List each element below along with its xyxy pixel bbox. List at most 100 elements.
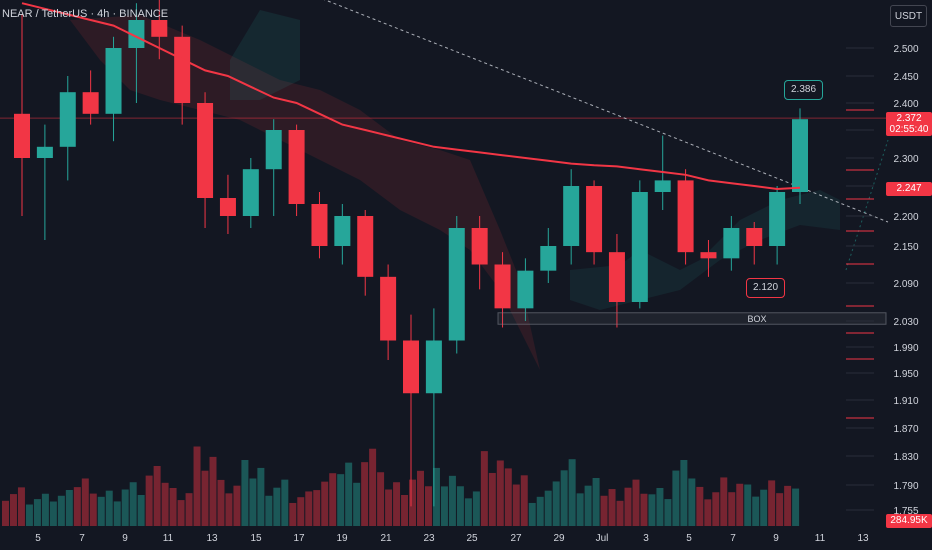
candle-body[interactable] bbox=[540, 246, 557, 271]
candle-body[interactable] bbox=[82, 92, 99, 114]
price-tick-label: 1.990 bbox=[893, 343, 918, 354]
volume-bar bbox=[153, 466, 161, 526]
candle-body[interactable] bbox=[242, 169, 259, 216]
candle-body[interactable] bbox=[700, 252, 717, 259]
volume-bar bbox=[648, 494, 656, 526]
price-tick-label: 2.200 bbox=[893, 212, 918, 223]
candle-body[interactable] bbox=[174, 36, 191, 103]
cloud-bullish bbox=[230, 10, 300, 100]
candle-body[interactable] bbox=[471, 228, 488, 265]
volume-bar bbox=[472, 491, 480, 526]
candle-body[interactable] bbox=[563, 186, 580, 246]
volume-bar bbox=[576, 493, 584, 526]
last-price-badge: 2.372 02:55:40 bbox=[886, 112, 932, 136]
volume-bar bbox=[736, 483, 744, 526]
volume-bar bbox=[560, 470, 568, 526]
volume-bar bbox=[752, 496, 760, 526]
volume-bar bbox=[25, 504, 33, 526]
candle-body[interactable] bbox=[59, 92, 76, 147]
volume-bar bbox=[656, 487, 664, 526]
volume-bar bbox=[401, 494, 409, 526]
volume-bar bbox=[432, 467, 440, 526]
candles[interactable] bbox=[14, 0, 808, 507]
candle-body[interactable] bbox=[608, 252, 625, 302]
volume-bar bbox=[161, 482, 169, 526]
candle-body[interactable] bbox=[288, 130, 305, 204]
price-tick-label: 2.150 bbox=[893, 242, 918, 253]
volume-bar bbox=[792, 488, 800, 526]
candle-body[interactable] bbox=[357, 216, 374, 277]
volume-bar bbox=[209, 456, 217, 526]
candle-body[interactable] bbox=[769, 192, 786, 246]
candle-body[interactable] bbox=[197, 103, 214, 198]
box-rectangle[interactable] bbox=[497, 312, 887, 325]
ma-line[interactable] bbox=[21, 2, 801, 191]
price-tick-label: 1.950 bbox=[893, 369, 918, 380]
price-tick-label: 2.090 bbox=[893, 279, 918, 290]
volume-bar bbox=[2, 500, 9, 526]
volume-bar bbox=[417, 470, 424, 526]
volume-bar bbox=[313, 490, 321, 526]
volume-bar bbox=[664, 499, 672, 526]
candle-body[interactable] bbox=[517, 270, 534, 309]
time-tick-label: 9 bbox=[773, 533, 779, 544]
candle-body[interactable] bbox=[631, 192, 648, 302]
currency-badge[interactable]: USDT bbox=[890, 5, 927, 27]
volume-bar bbox=[121, 489, 129, 526]
time-tick-label: 7 bbox=[79, 533, 85, 544]
price-tick-label: 2.450 bbox=[893, 72, 918, 83]
candle-body[interactable] bbox=[128, 20, 145, 48]
symbol-title[interactable]: NEAR / TetherUS · 4h · BINANCE bbox=[2, 8, 169, 20]
candle-body[interactable] bbox=[586, 186, 603, 253]
candle-body[interactable] bbox=[425, 340, 442, 394]
low-price-callout[interactable]: 2.120 bbox=[746, 278, 786, 298]
candle-body[interactable] bbox=[265, 130, 282, 170]
volume-bar bbox=[504, 468, 512, 526]
candle-body[interactable] bbox=[448, 228, 465, 341]
candle-body[interactable] bbox=[403, 340, 419, 394]
volume-bar bbox=[568, 459, 576, 526]
volume-bar bbox=[225, 493, 233, 526]
candle-body[interactable] bbox=[151, 20, 168, 37]
volume-bar bbox=[448, 475, 456, 526]
volume-bar bbox=[456, 486, 464, 526]
volume-bar bbox=[584, 485, 592, 526]
volume-bar bbox=[345, 462, 353, 526]
volume-bar bbox=[704, 499, 712, 526]
volume-bar bbox=[624, 487, 632, 526]
volume-bar bbox=[592, 478, 600, 526]
volume-bar bbox=[728, 492, 736, 526]
candle-body[interactable] bbox=[14, 113, 30, 158]
candle-body[interactable] bbox=[792, 119, 808, 192]
candle-body[interactable] bbox=[654, 180, 671, 192]
candle-body[interactable] bbox=[723, 228, 740, 259]
box-zone: BOX bbox=[497, 312, 887, 325]
volume-bar bbox=[528, 502, 536, 526]
candle-body[interactable] bbox=[746, 228, 763, 246]
candle-body[interactable] bbox=[334, 216, 351, 246]
volume-bar bbox=[393, 482, 401, 526]
price-tick-label: 2.300 bbox=[893, 154, 918, 165]
price-tick-label: 1.870 bbox=[893, 424, 918, 435]
time-tick-label: 17 bbox=[293, 533, 305, 544]
volume-bar bbox=[233, 485, 241, 526]
candle-body[interactable] bbox=[677, 180, 694, 253]
volume-bar bbox=[289, 502, 297, 526]
candle-body[interactable] bbox=[36, 146, 53, 158]
price-tick-label: 2.030 bbox=[893, 317, 918, 328]
candle-body[interactable] bbox=[219, 198, 236, 216]
time-tick-label: 25 bbox=[466, 533, 478, 544]
candle-body[interactable] bbox=[380, 276, 397, 341]
volume-bar bbox=[177, 500, 185, 526]
volume-bar bbox=[409, 479, 417, 526]
time-tick-label: 21 bbox=[380, 533, 392, 544]
volume-bar bbox=[440, 486, 448, 526]
candle-body[interactable] bbox=[105, 48, 122, 114]
candle-body[interactable] bbox=[311, 204, 328, 246]
high-price-callout[interactable]: 2.386 bbox=[784, 80, 824, 100]
time-axis[interactable]: 5 7 9 11 13 15 17 19 21 23 25 27 29 Jul 3 5 7 9 11 13 bbox=[35, 533, 869, 544]
candle-body[interactable] bbox=[494, 264, 511, 309]
volume-bar bbox=[297, 497, 305, 526]
